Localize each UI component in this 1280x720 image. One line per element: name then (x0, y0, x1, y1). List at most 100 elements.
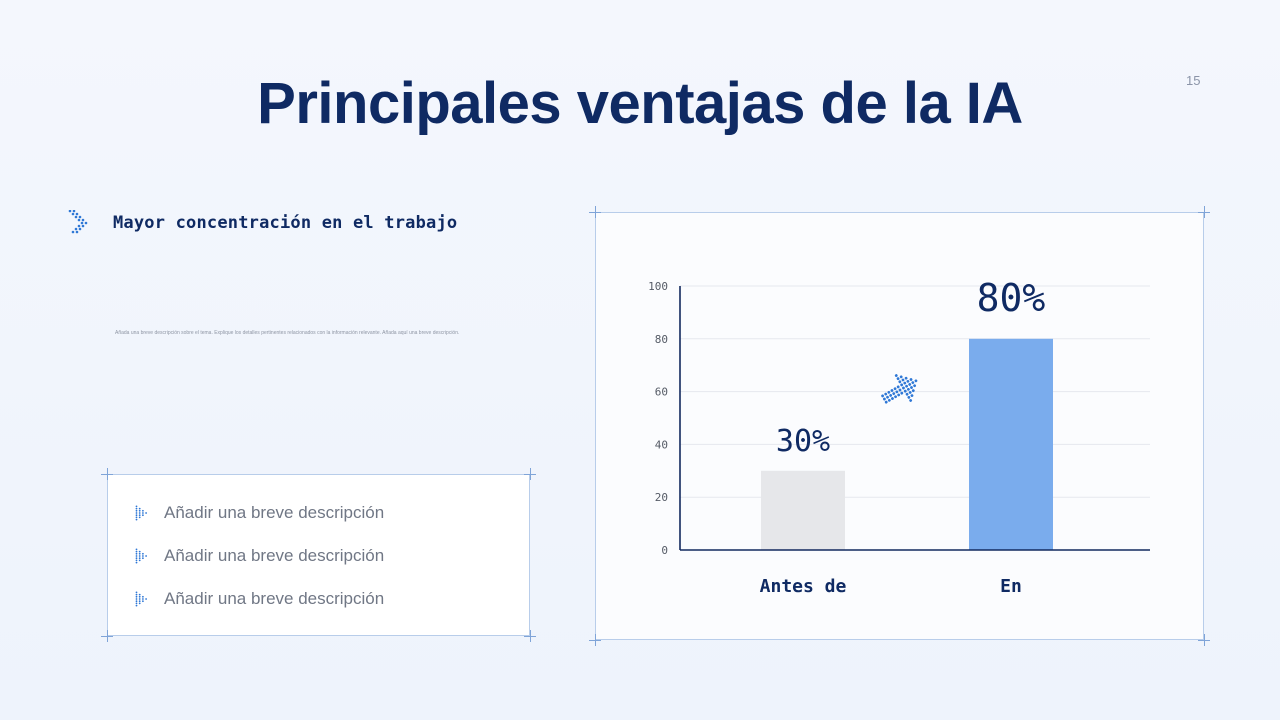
icon-dot (913, 384, 917, 388)
icon-dot (135, 509, 138, 512)
icon-dot (81, 218, 85, 222)
icon-dot (905, 392, 909, 396)
icon-dot (138, 507, 141, 510)
y-tick-label: 40 (655, 438, 668, 451)
icon-dot (138, 512, 141, 514)
x-tick-label: Antes de (760, 576, 847, 597)
y-tick-label: 60 (655, 386, 668, 399)
icon-dot (135, 514, 138, 517)
icon-dot (142, 595, 144, 598)
icon-dot (135, 559, 138, 562)
icon-dot (74, 215, 78, 219)
icon-dot (900, 383, 904, 387)
icon-dot (899, 375, 903, 379)
icon-dot (138, 595, 141, 598)
bar (969, 338, 1053, 550)
icon-dot (898, 380, 902, 384)
icon-dot (906, 387, 910, 391)
icon-dot (904, 376, 908, 380)
icon-dot (135, 550, 138, 553)
icon-dot (138, 555, 141, 557)
bar-chart: 0 20 40 60 80 100 30% Antes de 80% En (648, 276, 1150, 597)
icon-dot (895, 390, 899, 394)
icon-dot (138, 598, 141, 600)
heading-row: Mayor concentración en el trabajo (68, 210, 457, 236)
bar (761, 470, 845, 550)
y-tick-label: 0 (661, 544, 668, 557)
icon-dot (138, 559, 141, 562)
icon-dot (902, 386, 905, 390)
icon-dot (135, 598, 138, 600)
icon-dot (138, 550, 141, 553)
icon-dot (903, 389, 907, 393)
icon-dot (135, 593, 138, 596)
icon-dot (883, 397, 886, 401)
icon-dot (142, 598, 144, 600)
icon-dot (145, 512, 147, 514)
x-tick-label: En (1000, 576, 1022, 597)
icon-dot (135, 505, 138, 508)
dotted-chevron-right-icon (68, 210, 88, 234)
icon-dot (135, 507, 138, 510)
icon-dot (897, 393, 901, 397)
icon-dot (80, 221, 84, 225)
icon-dot (138, 600, 141, 603)
icon-dot (138, 593, 141, 596)
corner-mark (524, 630, 536, 642)
list-item-text: Añadir una breve descripción (164, 589, 385, 608)
icon-dot (145, 555, 147, 557)
icon-dot (135, 602, 138, 605)
icon-dot (890, 389, 894, 392)
icon-dot (135, 600, 138, 603)
icon-dot (138, 516, 141, 519)
icon-dot (142, 514, 144, 517)
list-item: Añadir una breve descripción (135, 503, 384, 523)
icon-dot (142, 552, 144, 555)
icon-dot (887, 390, 891, 394)
icon-dot (72, 210, 76, 213)
icon-dot (135, 591, 138, 594)
icon-dot (142, 509, 144, 512)
icon-dot (135, 518, 138, 521)
icon-dot (142, 600, 144, 603)
icon-dot (907, 395, 911, 399)
icon-dot (884, 400, 888, 404)
icon-dot (135, 561, 138, 564)
list-item: Añadir una breve descripción (135, 589, 384, 609)
icon-dot (910, 394, 914, 397)
icon-dot (911, 381, 915, 384)
icon-dot (138, 509, 141, 512)
data-label: 80% (977, 276, 1046, 320)
y-tick-label: 100 (648, 280, 668, 293)
icon-dot (78, 227, 82, 231)
icon-dot (892, 392, 896, 395)
corner-mark (101, 468, 113, 480)
icon-dot (138, 602, 141, 605)
icon-dot (75, 230, 79, 234)
icon-dot (77, 218, 81, 222)
chart-card (595, 212, 1204, 640)
icon-dot (145, 598, 147, 600)
icon-dot (886, 395, 889, 399)
icon-dot (142, 557, 144, 560)
icon-dot (906, 379, 910, 383)
icon-dot (909, 378, 913, 381)
dotted-triangle-bullet-icon (135, 591, 147, 607)
icon-dot (68, 210, 72, 213)
icon-dot (74, 227, 78, 231)
icon-dot (142, 555, 144, 557)
icon-dot (135, 548, 138, 551)
corner-mark (589, 634, 601, 646)
list-item-text: Añadir una breve descripción (164, 546, 385, 565)
icon-dot (914, 379, 918, 383)
icon-dot (891, 397, 894, 400)
y-tick-label: 80 (655, 333, 668, 346)
dotted-triangle-bullet-icon (135, 548, 147, 564)
icon-dot (894, 395, 897, 399)
icon-dot (135, 552, 138, 555)
icon-dot (135, 604, 138, 607)
corner-mark (524, 468, 536, 480)
data-label: 30% (776, 424, 830, 459)
icon-dot (901, 378, 905, 382)
list-item-text: Añadir una breve descripción (164, 503, 385, 522)
